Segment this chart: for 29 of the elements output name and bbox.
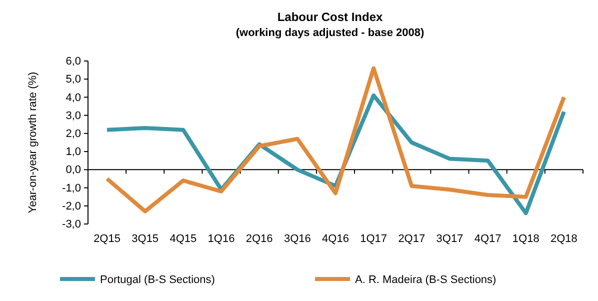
x-tick-label: 3Q15 bbox=[132, 233, 159, 245]
chart-title: Labour Cost Index bbox=[277, 10, 383, 24]
x-tick-label: 3Q16 bbox=[284, 233, 311, 245]
x-tick-label: 4Q17 bbox=[474, 233, 502, 245]
x-tick-label: 2Q18 bbox=[550, 233, 578, 245]
x-tick-label: 1Q18 bbox=[512, 233, 540, 245]
y-tick-label: 1,0 bbox=[66, 146, 81, 158]
y-tick-label: 6,0 bbox=[66, 56, 81, 68]
y-tick-label: 0,0 bbox=[66, 164, 81, 176]
y-tick-label: 2,0 bbox=[66, 128, 81, 140]
x-tick-label: 4Q15 bbox=[170, 233, 197, 245]
x-tick-label: 2Q16 bbox=[246, 233, 273, 245]
x-tick-label: 4Q16 bbox=[322, 233, 349, 245]
y-tick-label: -3,0 bbox=[62, 218, 81, 231]
y-tick-label: 5,0 bbox=[66, 74, 81, 86]
legend-label: Portugal (B-S Sections) bbox=[100, 274, 215, 286]
x-tick-label: 1Q17 bbox=[360, 233, 388, 245]
x-tick-label: 1Q16 bbox=[208, 233, 235, 245]
y-tick-label: 3,0 bbox=[66, 110, 81, 122]
line-series bbox=[105, 66, 566, 214]
y-tick-label: -1,0 bbox=[62, 182, 81, 194]
x-tick-label: 3Q17 bbox=[436, 233, 464, 245]
y-axis-title: Year-on-year growth rate (%) bbox=[27, 72, 39, 214]
x-tick-label: 2Q17 bbox=[398, 233, 426, 245]
y-tick-label: 4,0 bbox=[66, 92, 81, 104]
chart-subtitle: (working days adjusted - base 2008) bbox=[236, 27, 424, 39]
legend-label: A. R. Madeira (B-S Sections) bbox=[355, 274, 496, 286]
y-tick-label: -2,0 bbox=[62, 200, 81, 212]
x-tick-label: 2Q15 bbox=[94, 233, 120, 245]
